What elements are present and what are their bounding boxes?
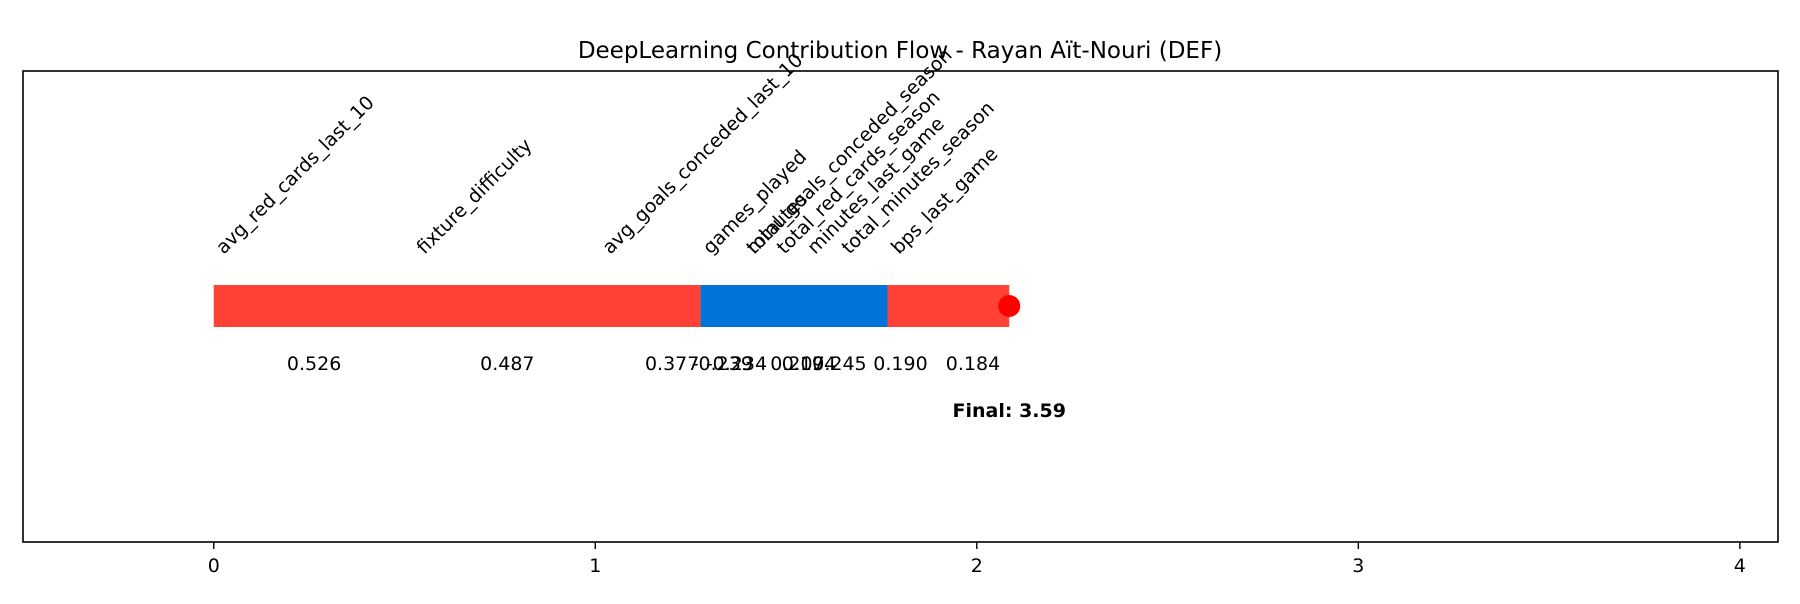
x-axis: 0 1 2 3 4 — [208, 542, 1746, 577]
value-label: 0.194 — [782, 353, 836, 375]
feature-label: fixture_difficulty — [412, 134, 536, 258]
bar-segment-positive — [887, 285, 1010, 327]
value-label: 0.184 — [946, 353, 1000, 375]
value-label: 0.526 — [287, 353, 341, 375]
x-tick-label: 0 — [208, 555, 220, 577]
value-label: -0.234 — [706, 353, 767, 375]
x-tick-label: 4 — [1734, 555, 1746, 577]
bar-segment-negative — [700, 285, 888, 327]
x-tick-label: 1 — [589, 555, 601, 577]
plot-frame — [22, 70, 1779, 543]
chart-title: DeepLearning Contribution Flow - Rayan A… — [578, 38, 1222, 64]
feature-label: avg_red_cards_last_10 — [212, 92, 379, 259]
final-label: Final: 3.59 — [953, 400, 1066, 422]
value-label: 0.207 — [770, 353, 824, 375]
value-label: 0.487 — [480, 353, 534, 375]
value-label: 0.245 — [812, 353, 866, 375]
bar-segment-positive — [213, 285, 701, 327]
value-label: 0.377 — [645, 353, 699, 375]
final-marker — [998, 295, 1021, 317]
bar-layer — [213, 285, 1021, 327]
value-label: 0.190 — [873, 353, 927, 375]
label-layer: avg_red_cards_last_10 0.526 fixture_diffic… — [212, 44, 1066, 422]
x-tick-label: 2 — [971, 555, 983, 577]
x-tick-label: 3 — [1352, 555, 1364, 577]
value-label: -0.239 — [692, 353, 753, 375]
